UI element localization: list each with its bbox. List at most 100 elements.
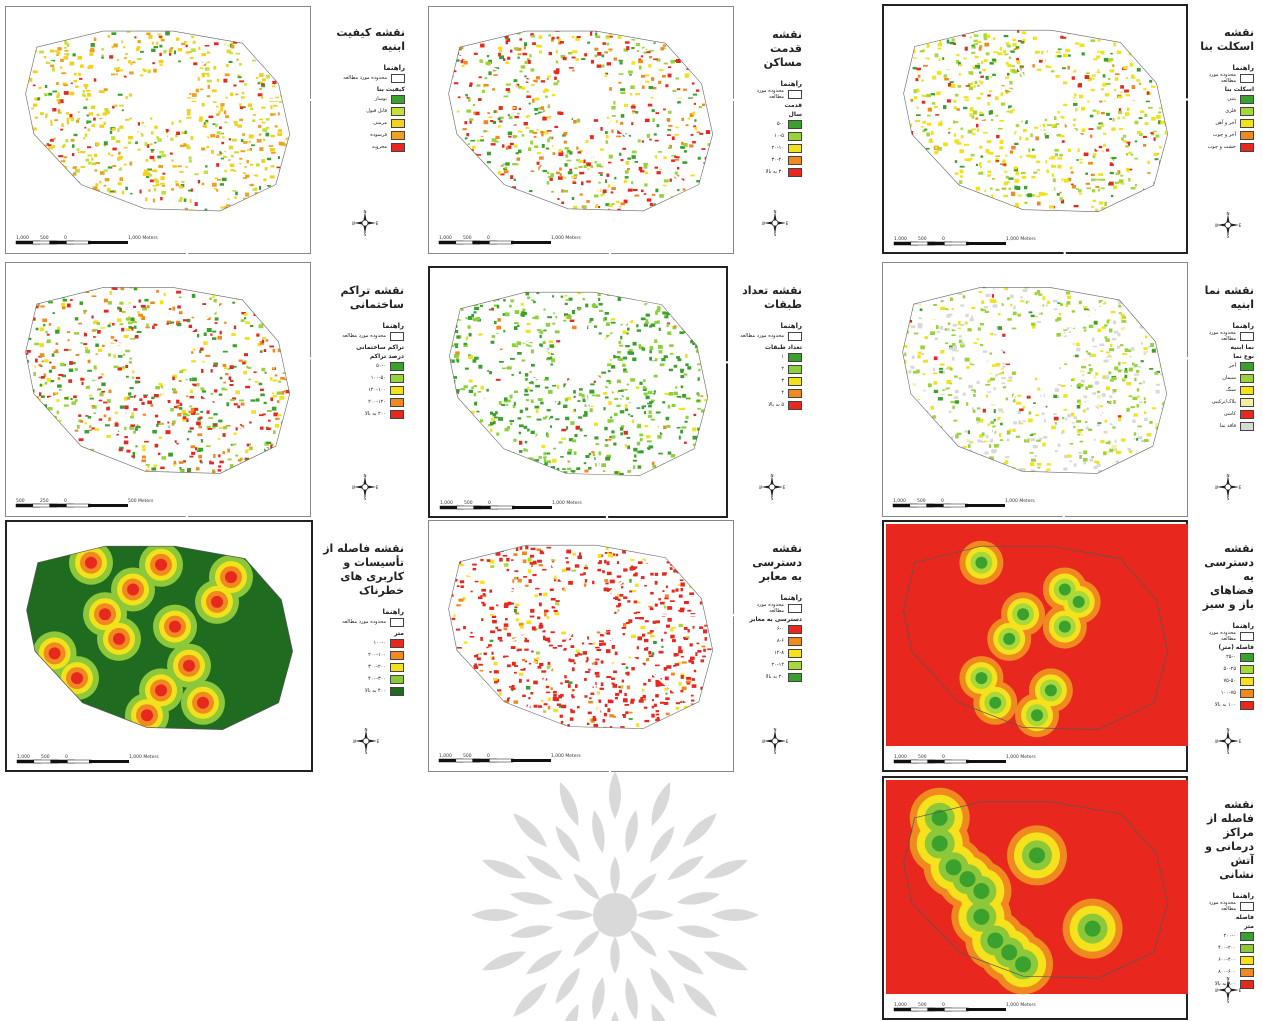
parcel-layer <box>448 545 713 729</box>
legend-label: محدوده مورد مطالعه <box>1208 72 1236 84</box>
legend-swatch <box>390 361 404 371</box>
svg-text:S: S <box>1227 234 1230 238</box>
legend-label: خشت و چوب <box>1207 144 1236 150</box>
legend-item: ۴۰۰-۲۰۰ <box>1196 942 1254 954</box>
legend-swatch <box>788 636 802 646</box>
legend-label: ۲۰۰-۱۰۰ <box>368 652 386 658</box>
map-canvas: 1,000 500 0 1,000 Meters <box>429 521 735 772</box>
legend-label: ۱۰۰-۷۵ <box>1220 690 1236 696</box>
watermark-petal <box>676 925 720 938</box>
watermark-petal <box>651 781 671 827</box>
legend-item: آجر و چوب <box>1196 129 1254 141</box>
map-frame: 1,000 500 0 1,000 Meters <box>882 262 1189 518</box>
parcel-layer <box>448 31 713 211</box>
legend-label: ۴۰۰-۲۰۰ <box>1218 945 1236 951</box>
svg-text:N: N <box>363 210 366 214</box>
map-title: نقشه دسترسی به معابر <box>752 542 802 583</box>
legend-swatch <box>788 155 802 165</box>
legend-heading: راهنما <box>1232 892 1254 900</box>
legend-item: ۸۰۰-۶۰۰ <box>1196 966 1254 978</box>
scale-tick-label: 1,000 Meters <box>552 500 582 506</box>
legend-item: ۱۲۰-۱۰۰ <box>319 384 404 396</box>
legend-label: ۶-۰ <box>776 626 784 632</box>
study-area-boundary <box>902 287 1168 474</box>
legend-heading: راهنما <box>1232 622 1254 630</box>
map-title: نقشه اسکلت بنا <box>1200 26 1254 53</box>
svg-text:W: W <box>352 485 355 490</box>
legend-item-study-area: محدوده مورد مطالعه <box>1196 900 1254 912</box>
svg-text:N: N <box>363 474 366 478</box>
legend-label: ۲۵-۰ <box>1226 654 1236 660</box>
legend-item: ۱۰-۵ <box>742 130 802 142</box>
legend-swatch <box>788 648 802 658</box>
scale-tick-label: 500 <box>463 235 472 241</box>
legend-item: ۲۰۰-۰ <box>1196 930 1254 942</box>
legend-label: ۷۵-۵۰ <box>1223 678 1236 684</box>
legend-swatch <box>390 385 404 395</box>
watermark-petal <box>682 982 717 1017</box>
legend-swatch <box>390 409 404 419</box>
watermark-petal <box>573 929 601 957</box>
parcel-layer <box>25 31 290 211</box>
scale-tick-label: 0 <box>64 498 67 504</box>
scale-tick-label: 0 <box>487 235 490 241</box>
street-network <box>884 6 1190 256</box>
legend-swatch <box>1240 106 1254 116</box>
legend-label: ۲۰۰-۱۲۰ <box>368 399 386 405</box>
svg-text:N: N <box>1227 212 1230 216</box>
watermark-petal <box>559 1003 579 1021</box>
svg-text:W: W <box>1215 223 1218 228</box>
legend-heading: راهنما <box>383 64 405 72</box>
legend-swatch <box>1240 631 1254 641</box>
legend-item: سیمان <box>1196 372 1254 384</box>
map-title: نقشه فاصله از تأسیسات و کاربری های خطرنا… <box>323 542 404 597</box>
legend-swatch <box>391 106 405 116</box>
legend-item: ۳ <box>736 375 802 387</box>
watermark-petal <box>556 910 594 920</box>
legend-label: قابل قبول <box>366 108 387 114</box>
map-frame: 1,000 500 0 1,000 Meters <box>882 776 1188 1020</box>
watermark-petal <box>510 892 554 905</box>
legend-item: ۴۰۰-۳۰۰ <box>321 673 404 685</box>
legend-item: ۵-۰ <box>742 118 802 130</box>
legend-label: فاقد نما <box>1219 423 1236 429</box>
parcel-layer <box>903 30 1168 212</box>
legend-item: ۸-۶ <box>742 635 802 647</box>
legend-swatch <box>1240 664 1254 674</box>
panel-medical-fire-distance: 1,000 500 0 1,000 Meters نقشه فاصله از مراک… <box>882 776 1260 1021</box>
study-area-boundary <box>448 30 714 212</box>
svg-text:S: S <box>363 496 366 500</box>
panel-green-space-access: 1,000 500 0 1,000 Meters نقشه دسترسی به فضا… <box>882 520 1260 772</box>
legend-label: محدوده مورد مطالعه <box>1208 630 1236 642</box>
watermark-petal <box>703 859 749 879</box>
watermark-petal <box>629 929 657 957</box>
legend-group-label: کیفیت بنا <box>376 86 405 93</box>
watermark-petal <box>592 976 605 1020</box>
legend-swatch <box>788 131 802 141</box>
panel-building-density: 500 250 0 500 Meters نقشه تراکم ساختمانی راه… <box>5 262 410 518</box>
legend-group-label: تراکم ساختمانی <box>356 344 404 351</box>
scale-tick-label: 1,000 <box>17 754 30 760</box>
legend-item: ۱ <box>736 351 802 363</box>
parcel-layer <box>902 287 1167 474</box>
legend-item: ۱۰۰ به بالا <box>1196 699 1254 711</box>
scale-tick-label: 1,000 Meters <box>1005 498 1035 504</box>
watermark-petal <box>609 771 621 819</box>
scale-tick-label: 1,000 Meters <box>128 235 158 241</box>
legend-swatch <box>1240 397 1254 407</box>
legend-label: ۲۰ به بالا <box>765 674 784 680</box>
map-title: نقشه نما ابنیه <box>1204 284 1254 311</box>
legend-label: ۱۰۰ به بالا <box>1214 702 1236 708</box>
legend-swatch <box>788 388 802 398</box>
legend-item-study-area: محدوده مورد مطالعه <box>1196 330 1254 342</box>
study-area-boundary <box>26 545 293 730</box>
scale-tick-label: 250 <box>40 498 49 504</box>
legend-item: مرمتی <box>321 117 405 129</box>
legend-heading: راهنما <box>780 322 802 330</box>
legend-label: ۵۰-۰ <box>376 363 386 369</box>
watermark-petal <box>610 936 620 974</box>
